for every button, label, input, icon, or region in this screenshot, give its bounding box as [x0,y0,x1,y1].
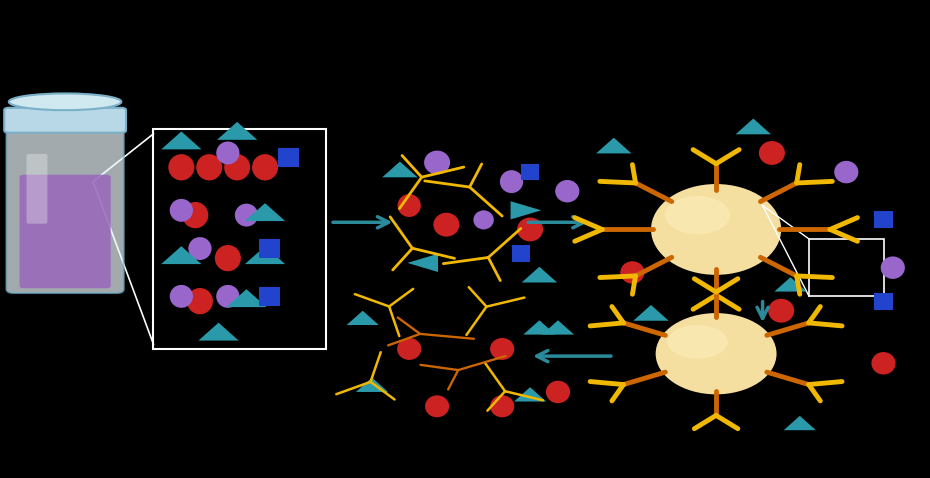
Bar [512,245,530,262]
Ellipse shape [216,285,239,308]
Ellipse shape [196,154,222,181]
Polygon shape [347,311,379,325]
Polygon shape [736,119,771,134]
Ellipse shape [651,184,781,275]
FancyBboxPatch shape [7,118,124,293]
Ellipse shape [665,196,730,234]
Ellipse shape [169,285,193,308]
Ellipse shape [500,170,523,193]
Ellipse shape [252,154,278,181]
Polygon shape [226,289,267,307]
Polygon shape [161,131,202,150]
Polygon shape [596,138,631,153]
Ellipse shape [555,180,579,203]
Ellipse shape [9,94,121,110]
Polygon shape [245,203,286,221]
Bar [259,287,280,306]
Polygon shape [407,254,438,272]
Ellipse shape [517,217,543,241]
Ellipse shape [881,256,905,279]
Polygon shape [514,387,546,402]
Ellipse shape [656,313,777,394]
Polygon shape [245,246,286,264]
Ellipse shape [397,194,420,217]
Ellipse shape [397,338,421,360]
Polygon shape [633,305,669,321]
Bar [153,129,326,349]
Bar [521,163,539,181]
Bar [809,239,884,296]
Bar [874,293,893,310]
Ellipse shape [768,299,794,323]
FancyBboxPatch shape [5,108,126,133]
Ellipse shape [759,141,785,165]
Bar [259,239,280,258]
Ellipse shape [667,325,728,358]
Ellipse shape [473,210,494,229]
Ellipse shape [215,245,241,272]
Polygon shape [511,201,541,219]
Polygon shape [217,122,258,140]
Ellipse shape [188,237,211,260]
Ellipse shape [224,154,250,181]
Polygon shape [784,416,816,430]
Polygon shape [161,246,202,264]
Bar [874,211,893,228]
Ellipse shape [620,261,644,284]
Ellipse shape [871,352,896,375]
Ellipse shape [187,288,213,315]
Ellipse shape [425,395,449,417]
Ellipse shape [546,380,570,403]
Ellipse shape [834,161,858,184]
FancyBboxPatch shape [20,175,111,288]
Ellipse shape [490,395,514,417]
Ellipse shape [490,338,514,360]
Ellipse shape [433,213,459,237]
FancyBboxPatch shape [27,154,47,224]
Ellipse shape [168,154,194,181]
Ellipse shape [169,199,193,222]
Polygon shape [356,378,388,392]
Polygon shape [198,323,239,341]
Ellipse shape [216,141,239,164]
Polygon shape [542,320,574,335]
Polygon shape [382,162,418,177]
Bar [278,148,299,167]
Ellipse shape [182,202,208,228]
Polygon shape [775,277,806,292]
Ellipse shape [424,151,450,174]
Ellipse shape [234,204,258,227]
Polygon shape [522,267,557,282]
Polygon shape [524,320,555,335]
